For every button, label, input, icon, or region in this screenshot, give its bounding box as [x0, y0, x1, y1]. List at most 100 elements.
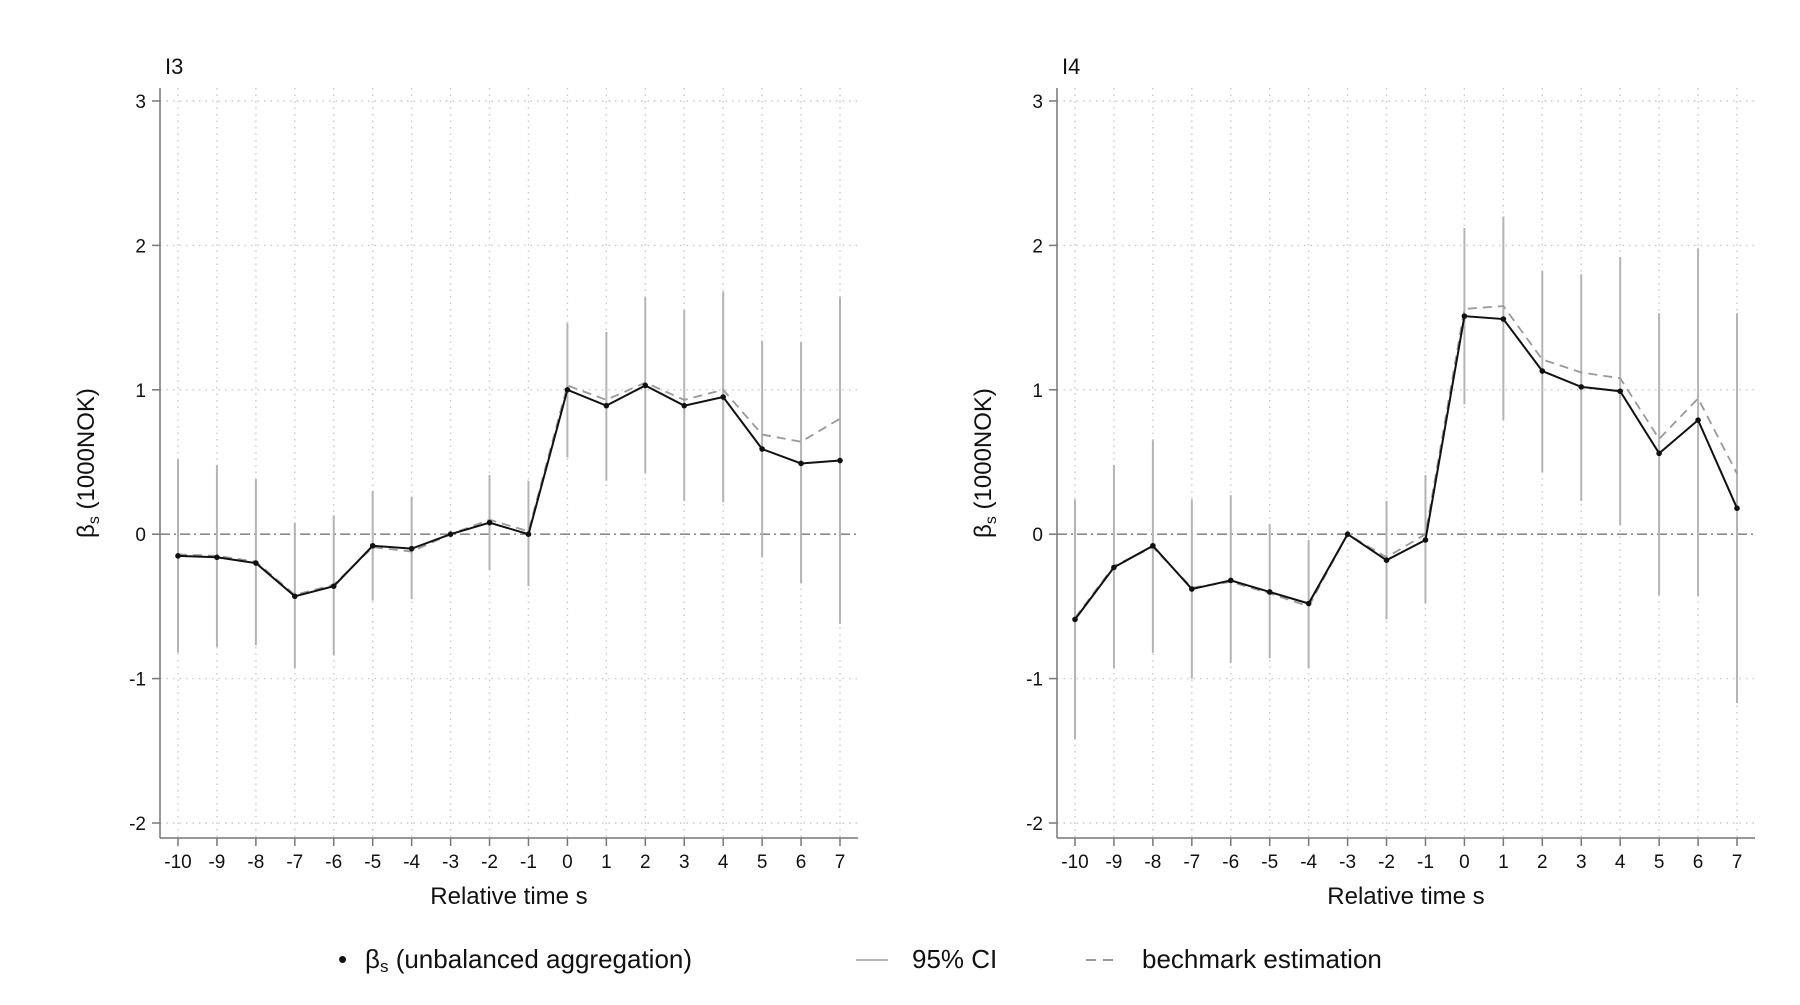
x-tick-label: 3 [1576, 852, 1587, 873]
estimate-point [681, 402, 688, 409]
y-axis-title: βs (1000NOK) [970, 388, 1000, 538]
y-tick-label: 2 [135, 236, 146, 257]
legend-label-rest: (unbalanced aggregation) [388, 944, 692, 974]
x-tick-label: 0 [1459, 852, 1470, 873]
estimate-point [1578, 384, 1585, 390]
estimate-point [1227, 577, 1234, 584]
y-axis-title-beta: β [73, 524, 100, 538]
x-tick-label: -8 [1144, 852, 1161, 873]
estimate-point [330, 583, 337, 589]
x-tick-label: 5 [1654, 852, 1665, 873]
estimate-point [253, 560, 259, 566]
x-tick-label: 4 [1615, 852, 1626, 873]
legend-item-coefficient: • βs (unbalanced aggregation) [338, 944, 692, 976]
x-tick-label: -2 [1378, 852, 1395, 873]
x-tick-label: -9 [208, 852, 225, 873]
estimate-point [214, 554, 220, 561]
x-tick-label: -5 [364, 852, 381, 873]
estimate-point [798, 460, 804, 467]
y-axis-title: βs (1000NOK) [73, 388, 103, 538]
x-tick-label: 7 [1732, 852, 1743, 873]
y-axis-title-beta: β [970, 524, 997, 538]
estimate-point [1617, 388, 1623, 395]
y-tick-label: 3 [1032, 92, 1043, 113]
x-tick-label: -4 [403, 852, 420, 873]
x-tick-label: -1 [520, 852, 537, 873]
estimate-point [1422, 537, 1429, 543]
estimate-point [525, 531, 532, 537]
x-tick-label: 3 [679, 852, 690, 873]
estimate-point [447, 531, 454, 537]
x-tick-label: -10 [1061, 852, 1088, 873]
x-tick-label: 4 [718, 852, 729, 873]
benchmark-line [177, 381, 841, 596]
x-tick-label: -3 [442, 852, 459, 873]
x-tick-label: -6 [325, 852, 342, 873]
y-tick-label: 1 [1032, 381, 1043, 402]
estimate-point [1305, 600, 1312, 607]
x-tick-label: -7 [286, 852, 303, 873]
x-tick-label: -7 [1183, 852, 1200, 873]
legend-label-coefficient: βs (unbalanced aggregation) [365, 944, 692, 976]
x-tick-label: -9 [1105, 852, 1122, 873]
estimate-point [1500, 316, 1507, 322]
estimate-line [177, 384, 841, 598]
x-tick-label: -3 [1339, 852, 1356, 873]
estimate-point [1461, 313, 1468, 319]
y-axis-title-rest: (1000NOK) [970, 388, 997, 516]
x-tick-label: 6 [796, 852, 807, 873]
y-tick-label: -1 [129, 670, 146, 691]
estimate-point [175, 553, 181, 559]
estimate-point [486, 519, 493, 526]
estimate-point [1383, 557, 1390, 563]
x-tick-label: 1 [601, 852, 612, 873]
estimate-point [1734, 505, 1740, 512]
y-tick-label: -1 [1026, 670, 1043, 691]
estimate-point [642, 382, 649, 389]
y-tick-label: 1 [135, 381, 146, 402]
x-tick-label: 0 [562, 852, 573, 873]
estimate-point [720, 394, 726, 400]
estimate-point [1266, 589, 1273, 595]
legend-beta: β [365, 944, 380, 974]
estimate-point [1539, 368, 1546, 374]
estimate-point [1344, 531, 1351, 537]
y-tick-label: 3 [135, 92, 146, 113]
legend-label-benchmark: bechmark estimation [1142, 944, 1382, 974]
legend-marker: • [338, 944, 347, 974]
x-tick-label: 2 [640, 852, 651, 873]
x-tick-label: 1 [1498, 852, 1509, 873]
panel-title: I4 [1062, 54, 1080, 79]
estimate-point [1695, 417, 1701, 423]
panel-title: I3 [165, 54, 183, 79]
y-tick-label: -2 [129, 814, 146, 835]
x-tick-label: -5 [1261, 852, 1278, 873]
y-tick-label: 0 [135, 525, 146, 546]
estimate-point [759, 446, 765, 452]
legend: • βs (unbalanced aggregation) 95% CI bec… [338, 944, 1382, 976]
x-tick-label: -8 [247, 852, 264, 873]
y-tick-label: 2 [1032, 236, 1043, 257]
estimate-point [564, 387, 571, 393]
legend-item-ci: 95% CI [856, 944, 997, 974]
estimate-point [1111, 564, 1117, 571]
estimate-point [1072, 616, 1078, 623]
y-axis-title-subscript: s [983, 516, 1000, 524]
legend-label-ci: 95% CI [912, 944, 997, 974]
x-tick-label: -2 [481, 852, 498, 873]
x-tick-label: 7 [835, 852, 846, 873]
x-tick-label: -6 [1222, 852, 1239, 873]
estimate-point [603, 402, 610, 409]
estimate-point [837, 457, 843, 464]
x-tick-label: -10 [164, 852, 191, 873]
estimate-line [1074, 315, 1738, 620]
estimate-point [369, 542, 376, 549]
x-tick-label: 6 [1693, 852, 1704, 873]
estimate-point [1656, 450, 1662, 457]
legend-beta-subscript: s [380, 957, 389, 976]
estimate-point [1189, 586, 1195, 592]
